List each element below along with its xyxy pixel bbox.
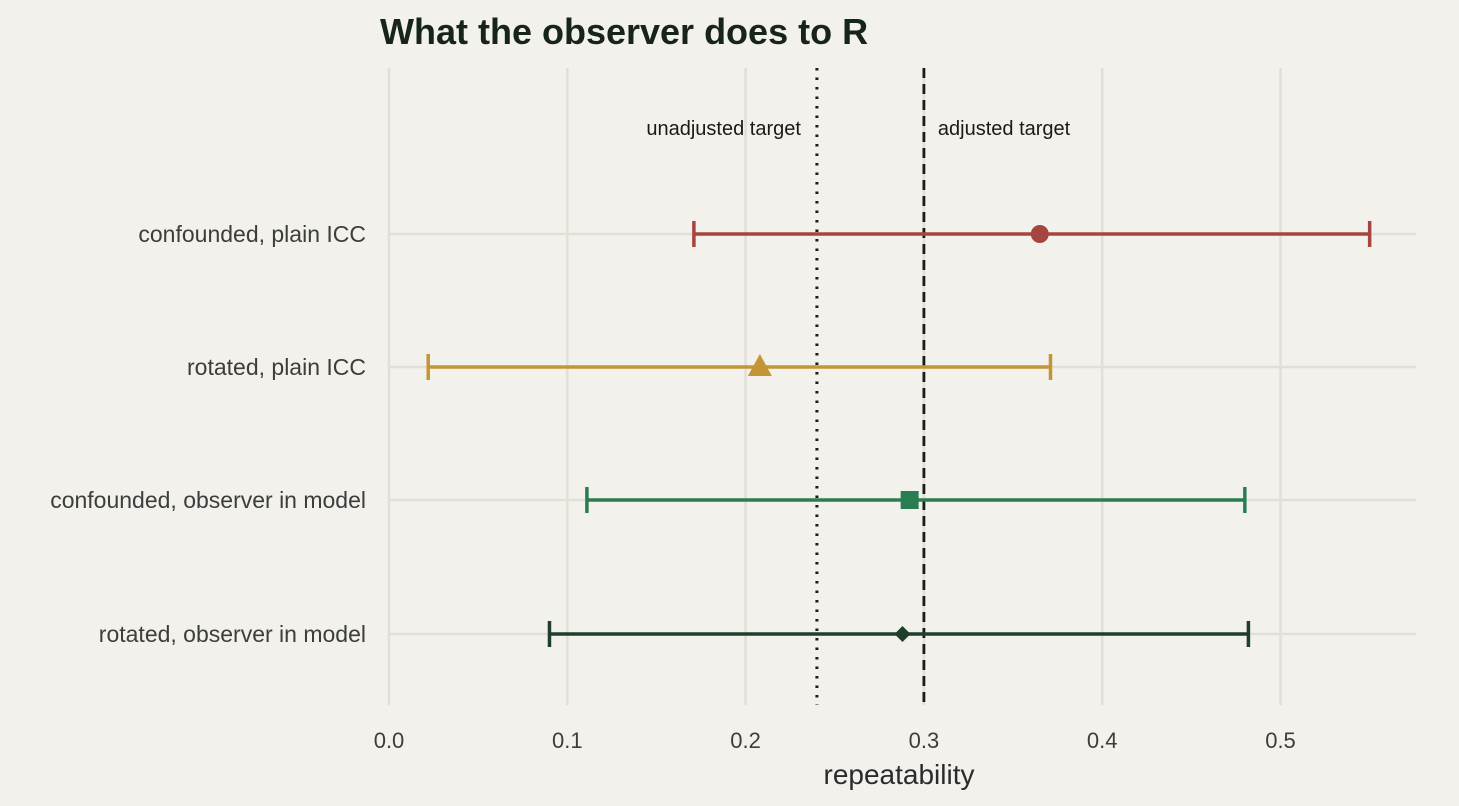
estimate-row-1: rotated, plain ICC bbox=[187, 354, 1053, 380]
estimate-rows: confounded, plain ICC rotated, plain ICC c… bbox=[50, 221, 1372, 647]
x-axis-ticks: 0.0 0.1 0.2 0.3 0.4 0.5 bbox=[374, 728, 1296, 753]
x-tick-label-4: 0.4 bbox=[1087, 728, 1118, 753]
reference-line-label-1: adjusted target bbox=[938, 118, 1071, 140]
point-estimate-1 bbox=[747, 354, 772, 376]
row-label-0: confounded, plain ICC bbox=[138, 221, 366, 247]
row-label-3: rotated, observer in model bbox=[99, 621, 366, 647]
grid-lines bbox=[387, 68, 1416, 705]
point-estimate-2 bbox=[900, 491, 919, 509]
reference-lines: unadjusted target adjusted target bbox=[646, 68, 1071, 705]
x-tick-label-3: 0.3 bbox=[909, 728, 940, 753]
estimate-row-0: confounded, plain ICC bbox=[138, 221, 1372, 247]
x-axis-title: repeatability bbox=[824, 759, 975, 790]
point-estimate-0 bbox=[1030, 225, 1049, 243]
x-tick-label-2: 0.2 bbox=[730, 728, 761, 753]
x-tick-label-5: 0.5 bbox=[1265, 728, 1296, 753]
x-tick-label-1: 0.1 bbox=[552, 728, 583, 753]
row-label-2: confounded, observer in model bbox=[50, 487, 366, 513]
reference-line-label-0: unadjusted target bbox=[646, 118, 801, 140]
estimate-row-2: confounded, observer in model bbox=[50, 487, 1247, 513]
x-tick-label-0: 0.0 bbox=[374, 728, 405, 753]
estimate-row-3: rotated, observer in model bbox=[99, 621, 1251, 647]
chart-title: What the observer does to R bbox=[380, 11, 868, 52]
row-label-1: rotated, plain ICC bbox=[187, 354, 366, 380]
point-estimate-3 bbox=[894, 626, 911, 642]
